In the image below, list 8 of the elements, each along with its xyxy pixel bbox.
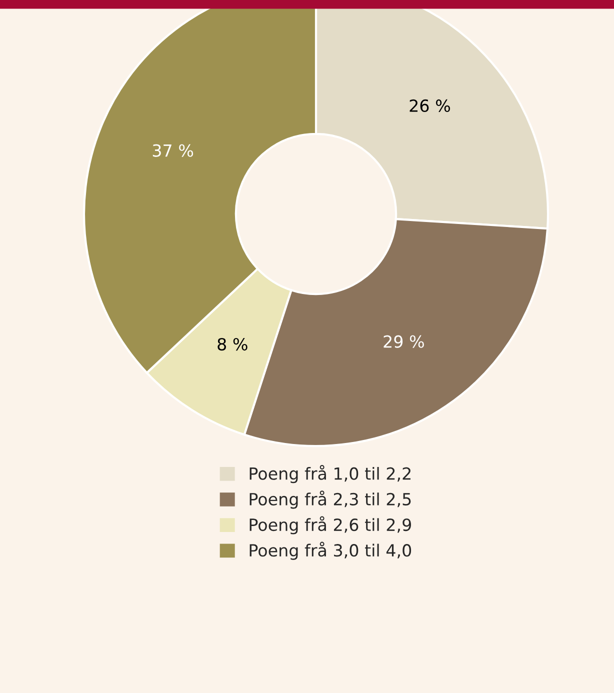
legend-label: Poeng frå 2,6 til 2,9: [250, 516, 411, 534]
legend-label: Poeng frå 2,3 til 2,5: [250, 490, 411, 509]
data-label: 37 %: [152, 144, 194, 157]
legend-label: Poeng frå 3,0 til 4,0: [250, 542, 412, 560]
data-label: 8 %: [218, 338, 248, 351]
data-label: 29 %: [384, 335, 424, 348]
legend-label: Poeng frå 1,0 til 2,2: [250, 465, 410, 484]
data-label: 26 %: [410, 99, 450, 112]
